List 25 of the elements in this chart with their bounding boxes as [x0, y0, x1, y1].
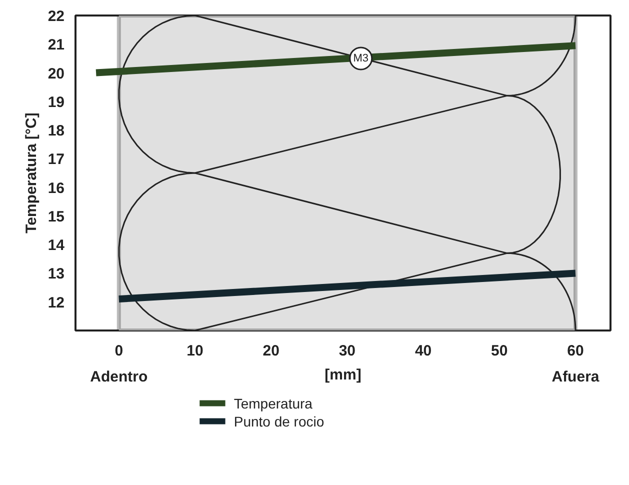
y-tick-label: 18 [48, 122, 65, 140]
x-tick-label: 30 [338, 342, 356, 360]
y-tick-label: 14 [48, 237, 66, 254]
y-tick-label: 19 [48, 94, 65, 111]
y-tick-label: 17 [48, 151, 65, 168]
x-tick-label: 0 [114, 342, 124, 360]
x-tick-label: 50 [491, 342, 508, 360]
legend-label: Punto de rocio [234, 413, 324, 430]
x-axis-title: [mm] [324, 366, 362, 384]
x-tick-label: 10 [186, 342, 204, 360]
x-tick-label: 20 [262, 342, 280, 360]
y-tick-label: 21 [48, 36, 65, 54]
text: Afuera [552, 368, 600, 386]
legend-label: Temperatura [234, 395, 313, 412]
annotation: M3 [353, 52, 369, 64]
y-tick-label: 16 [48, 180, 65, 197]
x-tick-label: 40 [414, 342, 432, 360]
y-tick-label: 22 [48, 8, 65, 25]
y-tick-label: 13 [48, 266, 65, 283]
x-tick-label: 60 [567, 342, 584, 360]
y-tick-label: 15 [48, 208, 65, 226]
text: Adentro [90, 368, 148, 386]
y-axis-title: Temperatura [°C] [22, 112, 40, 234]
y-tick-label: 12 [48, 294, 65, 312]
y-tick-label: 20 [48, 65, 65, 82]
